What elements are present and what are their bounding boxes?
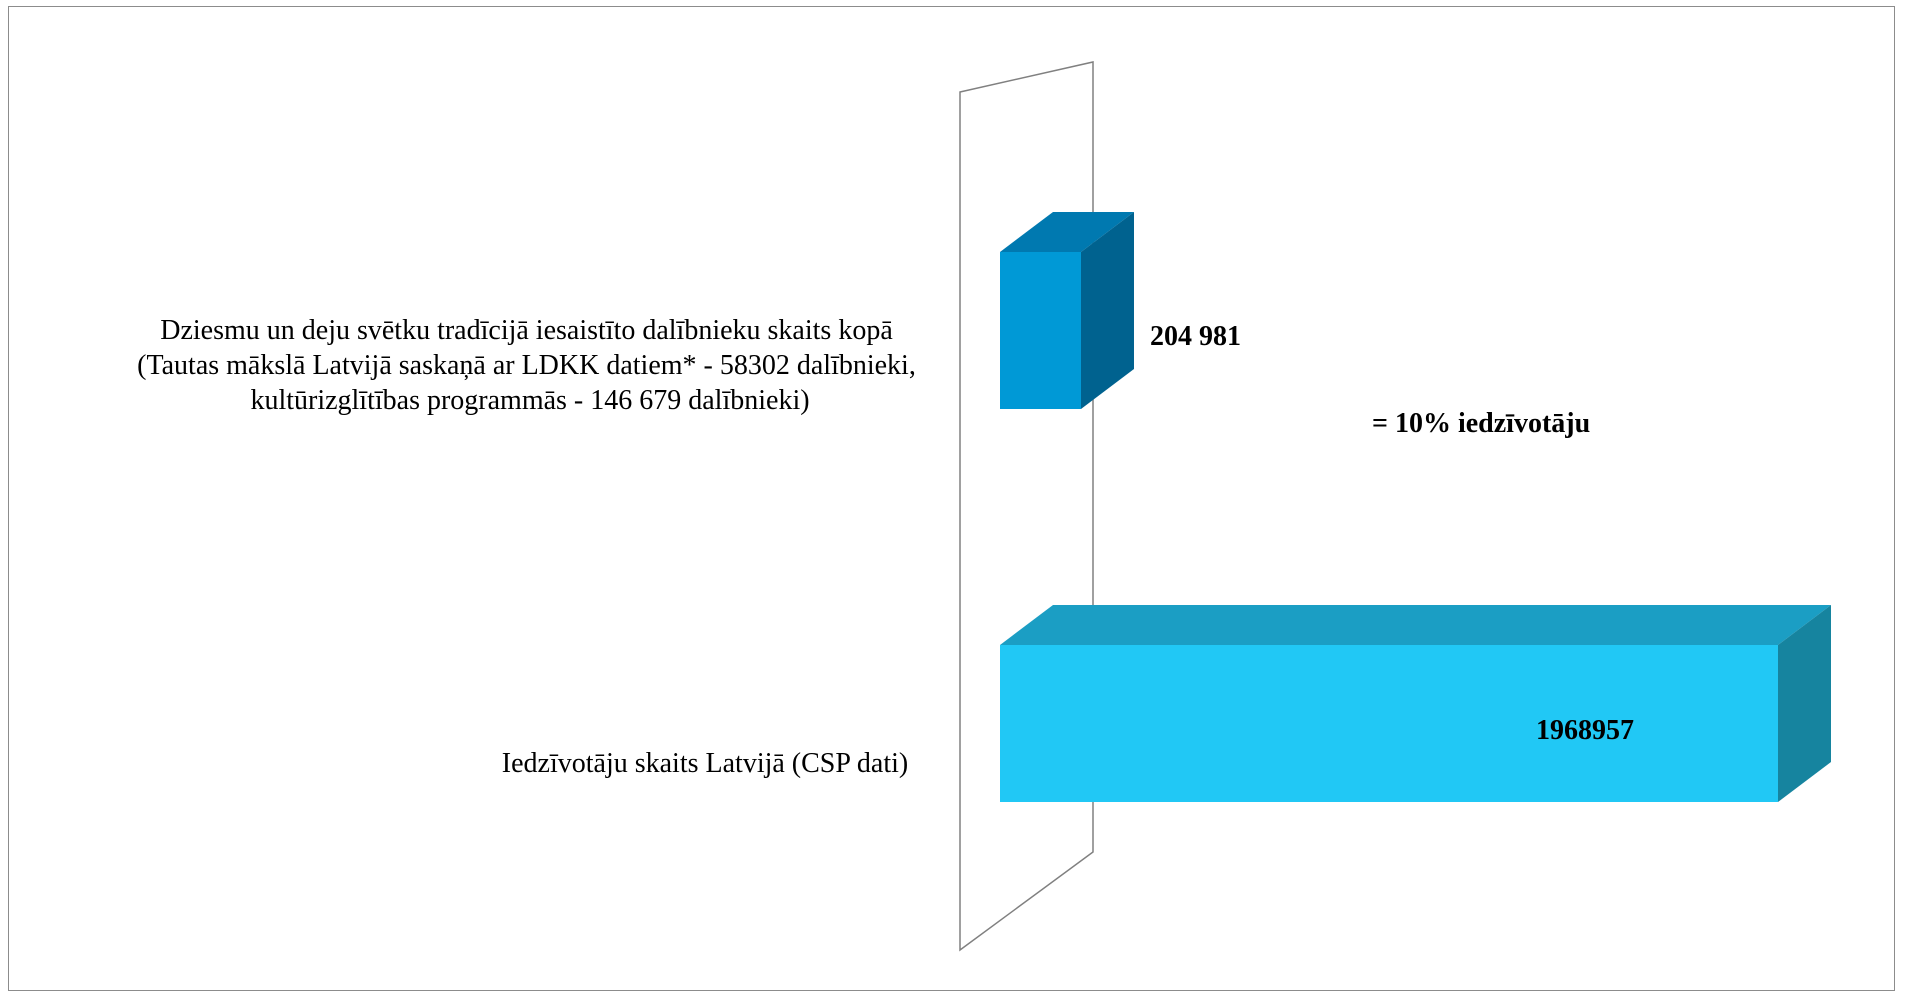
annotation-percent: = 10% iedzīvotāju: [1372, 408, 1590, 439]
category-label-2-line-1: Iedzīvotāju skaits Latvijā (CSP dati): [502, 748, 908, 779]
data-label-1: 204 981: [1150, 321, 1241, 352]
category-label-2: Iedzīvotāju skaits Latvijā (CSP dati): [502, 748, 908, 779]
category-label-1: Dziesmu un deju svētku tradīcijā iesaist…: [137, 315, 923, 416]
bar-1-top: [1000, 212, 1134, 252]
category-label-1-line-2: (Tautas mākslā Latvijā saskaņā ar LDKK d…: [137, 350, 916, 381]
bar-2-top: [1000, 605, 1831, 645]
category-label-1-line-1: Dziesmu un deju svētku tradīcijā iesaist…: [160, 315, 893, 346]
bars-layer: [1000, 212, 1831, 802]
category-label-1-line-3: kultūrizglītības programmās - 146 679 da…: [250, 385, 809, 416]
bar-1-side: [1080, 212, 1134, 409]
bar-2-side: [1778, 605, 1831, 802]
data-label-2: 1968957: [1536, 715, 1634, 746]
chart-frame: [8, 6, 1895, 991]
bar-2-front: [1000, 645, 1778, 802]
axis-wall: [959, 61, 1094, 952]
bar-1-front: [1000, 252, 1081, 409]
